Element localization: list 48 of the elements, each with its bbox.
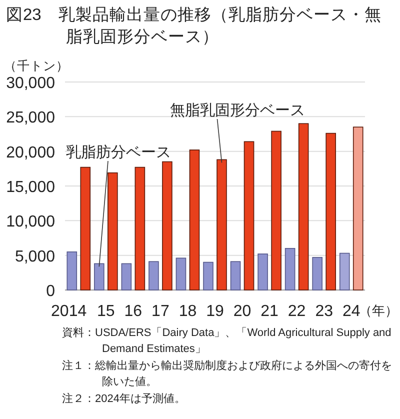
text: 注１：総輸出量から輸出奨励制度および政府による外国への寄付を除いた値。 xyxy=(62,359,393,390)
y-tick-label: 0 xyxy=(46,283,56,300)
bar xyxy=(203,262,214,290)
bar xyxy=(216,159,227,290)
y-tick-label: 30,000 xyxy=(6,75,56,92)
x-tick-label: 2014 xyxy=(51,303,87,320)
bar xyxy=(148,261,159,290)
x-tick-label: 18 xyxy=(178,303,197,320)
bar xyxy=(271,130,282,290)
x-tick-label: 23 xyxy=(315,303,334,320)
bar xyxy=(258,254,268,290)
text: 注２：2024年は予測値。 xyxy=(62,392,186,407)
bar xyxy=(189,150,200,290)
bar xyxy=(284,248,296,290)
text: 資料：USDA/ERS「Dairy Data」、「World Agricultural Supply and Demand Estimates」 xyxy=(62,326,392,356)
y-tick-label: 10,000 xyxy=(6,214,56,231)
bar xyxy=(66,251,78,290)
y-tick-label: 25,000 xyxy=(6,110,56,127)
x-tick-label: 22 xyxy=(288,303,306,320)
bar xyxy=(339,252,350,290)
bar xyxy=(326,132,336,290)
x-tick-label: 20 xyxy=(233,303,252,320)
x-tick-label: 16 xyxy=(124,303,142,320)
bar xyxy=(176,258,186,290)
x-tick-label: 15 xyxy=(97,303,115,320)
x-tick-label: 24 xyxy=(342,303,360,320)
bar xyxy=(244,141,254,290)
bar xyxy=(352,126,364,290)
bar xyxy=(134,166,146,290)
bar xyxy=(121,263,132,290)
bar xyxy=(162,161,172,290)
bar xyxy=(312,257,322,290)
bar xyxy=(94,263,104,290)
bar xyxy=(80,166,91,290)
x-tick-label: 19 xyxy=(206,303,224,320)
chart-title: 図23 乳製品輸出量の推移（乳脂肪分ベース・無脂乳固形分ベース） xyxy=(6,5,382,48)
series-label: 無脂乳固形分ベース xyxy=(170,102,305,119)
text: 乳脂肪分ベース xyxy=(66,144,171,161)
x-tick-label: 17 xyxy=(152,303,170,320)
x-tick-label: 21 xyxy=(260,303,279,320)
y-tick-label: 15,000 xyxy=(6,179,56,196)
bar xyxy=(230,261,241,290)
bar xyxy=(108,172,118,290)
y-tick-label: 20,000 xyxy=(6,144,56,162)
y-tick-label: 5,000 xyxy=(14,248,56,266)
y-axis-title: （千トン） xyxy=(4,59,69,73)
x-axis-title: （年） xyxy=(359,303,398,318)
bar xyxy=(298,123,309,290)
